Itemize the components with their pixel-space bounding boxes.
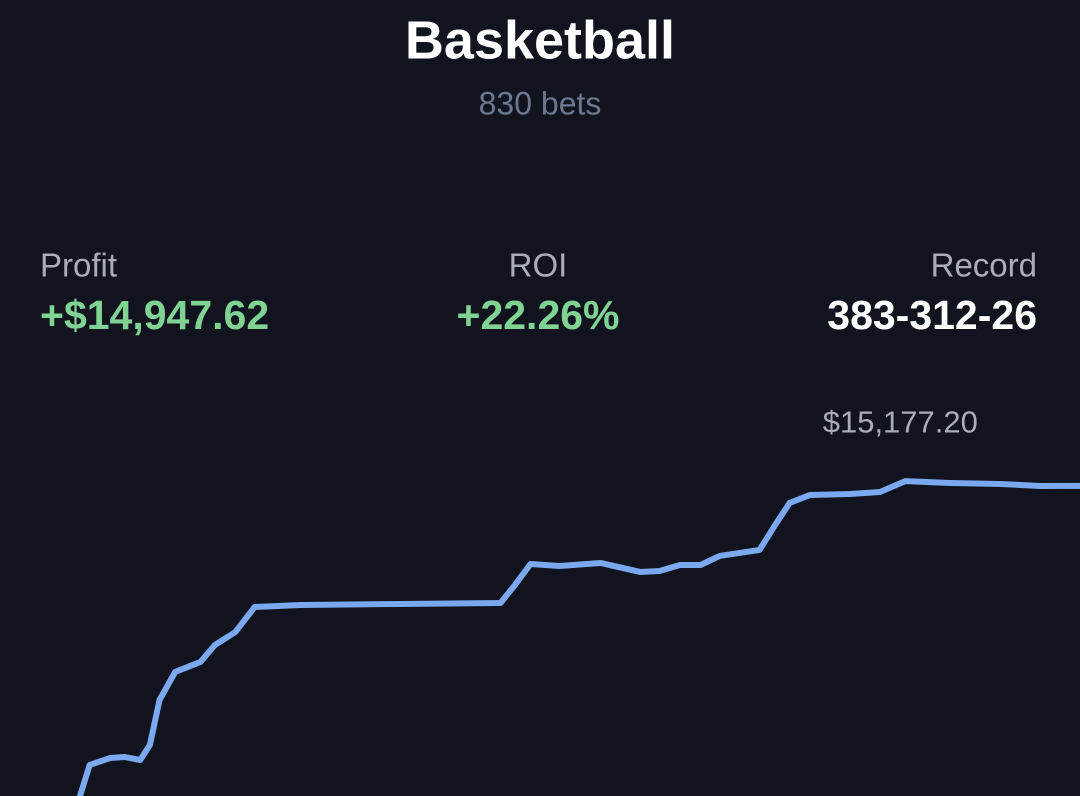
stat-label: Record <box>931 247 1037 284</box>
stat-label: Profit <box>40 247 117 284</box>
stat-value: +22.26% <box>457 292 620 338</box>
peak-label: $15,177.20 <box>823 404 978 439</box>
profit-line <box>77 478 1080 796</box>
stat-value: 383-312-26 <box>827 292 1037 338</box>
title: Basketball <box>405 10 675 70</box>
stat-label: ROI <box>509 247 568 284</box>
subtitle: 830 bets <box>479 85 602 121</box>
stat-value: +$14,947.62 <box>40 292 269 338</box>
